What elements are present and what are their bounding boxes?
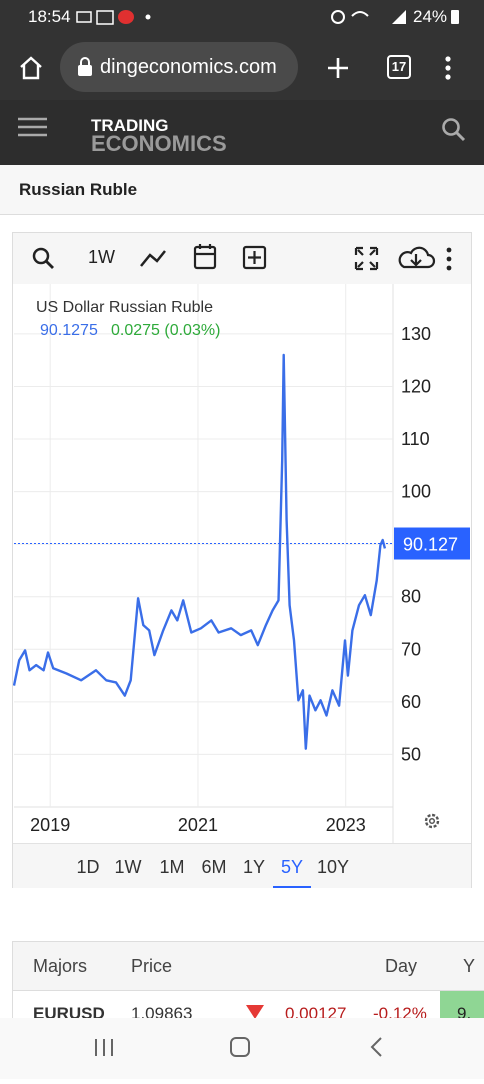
back-button[interactable] — [370, 1037, 382, 1057]
new-tab-button[interactable] — [326, 56, 350, 80]
clock: 18:54 — [28, 7, 71, 26]
y-tick-label: 100 — [401, 482, 431, 502]
status-bar: 18:54 24% — [0, 0, 484, 35]
range-button[interactable]: 10Y — [316, 857, 350, 877]
range-selector: 1D 1W 1M 6M 1Y 5Y 10Y — [13, 843, 471, 888]
interval-button[interactable]: 1W — [88, 247, 115, 267]
y-tick-label: 110 — [401, 429, 430, 449]
settings-button[interactable] — [424, 813, 440, 829]
y-tick-label: 70 — [401, 639, 421, 659]
range-button[interactable]: 1M — [159, 857, 185, 877]
y-tick-label: 60 — [401, 692, 421, 712]
toolbar-icons — [32, 244, 452, 271]
fullscreen-tool[interactable] — [354, 246, 379, 271]
chart-menu[interactable] — [446, 247, 452, 271]
price-line — [13, 353, 387, 750]
browser-menu[interactable] — [440, 55, 456, 81]
site-header: TRADING ECONOMICS — [0, 100, 484, 165]
page-title: Russian Ruble — [19, 180, 138, 199]
logo-top[interactable]: TRADING — [91, 116, 169, 135]
chart: 50 60 70 80 100 110 120 130 2019 2021 2023 90.127 US… — [13, 284, 470, 843]
home-nav-button[interactable] — [230, 1037, 250, 1057]
page-title-bar: Russian Ruble — [0, 165, 484, 215]
down-arrow — [246, 1005, 264, 1019]
range-button[interactable]: 6M — [201, 857, 227, 877]
search-button[interactable] — [441, 117, 467, 143]
header-cell: Y — [463, 956, 476, 976]
calendar-tool[interactable] — [193, 244, 217, 270]
range-button[interactable]: 1Y — [242, 857, 266, 877]
last-value-box — [394, 527, 470, 560]
chart-change: 0.0275 (0.03%) — [111, 322, 220, 339]
recent-apps-button[interactable] — [95, 1039, 113, 1056]
range-button[interactable]: 1D — [76, 857, 100, 877]
x-tick-label: 2023 — [326, 815, 366, 835]
last-value-label: 90.127 — [403, 535, 458, 555]
add-tool[interactable] — [242, 245, 267, 270]
majors-table: Majors Price Day Y EURUSD 1.09863 0.0012… — [12, 941, 484, 1037]
x-tick-label: 2019 — [30, 815, 70, 835]
chart-type-tool[interactable] — [140, 250, 166, 267]
battery-level: 24% — [413, 7, 448, 26]
menu-button[interactable] — [18, 116, 48, 138]
chart-price: 90.1275 — [40, 322, 98, 339]
y-tick-label: 80 — [401, 587, 421, 607]
search-tool[interactable] — [32, 247, 54, 269]
url-bar[interactable]: dingeconomics.com — [60, 42, 298, 92]
nav-bar — [0, 1018, 484, 1079]
chart-card: 1W 50 60 70 80 100 110 120 130 2019 2021 2023 90.12… — [12, 232, 472, 888]
chart-toolbar: 1W — [13, 233, 471, 284]
y-tick-label: 50 — [401, 744, 421, 764]
y-tick-label: 130 — [401, 324, 431, 344]
range-button[interactable]: 1W — [114, 857, 142, 877]
x-tick-label: 2021 — [178, 815, 218, 835]
home-button[interactable] — [18, 55, 44, 81]
logo-bottom[interactable]: ECONOMICS — [91, 131, 227, 156]
range-button[interactable]: 5Y — [273, 844, 311, 888]
download-tool[interactable] — [398, 246, 436, 269]
battery-icon — [451, 10, 459, 24]
nav-buttons — [95, 1037, 382, 1057]
header-cell: Day — [385, 956, 418, 976]
system-icons — [331, 10, 406, 24]
lock-icon — [78, 57, 92, 76]
notification-icons — [76, 10, 151, 25]
y-tick-label: 120 — [401, 376, 431, 396]
header-cell: Majors — [33, 956, 88, 976]
header-cell: Price — [131, 956, 173, 976]
chart-title: US Dollar Russian Ruble — [36, 299, 213, 316]
url: dingeconomics.com — [100, 56, 277, 78]
table-header — [13, 942, 484, 991]
browser-bar: dingeconomics.com 17 — [0, 35, 484, 100]
tab-count[interactable]: 17 — [387, 55, 411, 79]
